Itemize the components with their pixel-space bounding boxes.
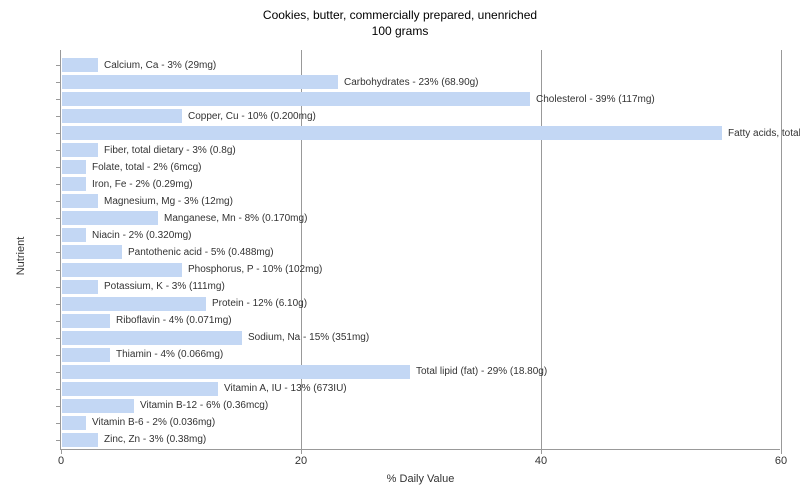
bar (62, 75, 338, 89)
bars-group: Calcium, Ca - 3% (29mg) Carbohydrates - 2… (61, 50, 780, 449)
bar-label: Riboflavin - 4% (0.071mg) (116, 315, 232, 326)
bar (62, 280, 98, 294)
bar-label: Niacin - 2% (0.320mg) (92, 230, 191, 241)
bar (62, 263, 182, 277)
bar-row: Potassium, K - 3% (111mg) (62, 280, 225, 294)
bar (62, 314, 110, 328)
bar-label: Calcium, Ca - 3% (29mg) (104, 60, 216, 71)
bar-label: Zinc, Zn - 3% (0.38mg) (104, 434, 206, 445)
bar (62, 228, 86, 242)
bar (62, 365, 410, 379)
bar (62, 416, 86, 430)
bar (62, 211, 158, 225)
bar-label: Fiber, total dietary - 3% (0.8g) (104, 145, 236, 156)
bar-label: Phosphorus, P - 10% (102mg) (188, 264, 322, 275)
bar (62, 194, 98, 208)
gridline (781, 50, 782, 449)
bar-label: Vitamin A, IU - 13% (673IU) (224, 383, 347, 394)
bar (62, 109, 182, 123)
bar (62, 382, 218, 396)
bar-row: Calcium, Ca - 3% (29mg) (62, 58, 216, 72)
plot-area: 0204060 % Daily Value Nutrient Calcium, … (60, 50, 780, 450)
bar-row: Copper, Cu - 10% (0.200mg) (62, 109, 316, 123)
bar-label: Copper, Cu - 10% (0.200mg) (188, 111, 316, 122)
bar-row: Protein - 12% (6.10g) (62, 297, 307, 311)
bar-label: Vitamin B-6 - 2% (0.036mg) (92, 417, 215, 428)
bar-row: Fatty acids, total saturated - 55% (11.0… (62, 126, 800, 140)
bar-label: Fatty acids, total saturated - 55% (11.0… (728, 128, 800, 139)
bar-label: Potassium, K - 3% (111mg) (104, 281, 225, 292)
y-axis-label: Nutrient (15, 236, 27, 275)
bar-label: Thiamin - 4% (0.066mg) (116, 349, 223, 360)
chart-title-line1: Cookies, butter, commercially prepared, … (0, 8, 800, 24)
bar-row: Thiamin - 4% (0.066mg) (62, 348, 223, 362)
bar-label: Protein - 12% (6.10g) (212, 298, 307, 309)
bar (62, 297, 206, 311)
bar-row: Zinc, Zn - 3% (0.38mg) (62, 433, 206, 447)
bar (62, 126, 722, 140)
x-axis-label: % Daily Value (387, 473, 455, 485)
bar-row: Total lipid (fat) - 29% (18.80g) (62, 365, 547, 379)
x-tick-mark (301, 449, 302, 454)
bar-label: Manganese, Mn - 8% (0.170mg) (164, 213, 307, 224)
bar-row: Phosphorus, P - 10% (102mg) (62, 263, 322, 277)
bar-row: Carbohydrates - 23% (68.90g) (62, 75, 479, 89)
bar-row: Iron, Fe - 2% (0.29mg) (62, 177, 193, 191)
bar (62, 58, 98, 72)
x-tick-mark (61, 449, 62, 454)
x-tick-label: 0 (58, 455, 64, 467)
bar (62, 92, 530, 106)
bar-label: Pantothenic acid - 5% (0.488mg) (128, 247, 274, 258)
bar-label: Magnesium, Mg - 3% (12mg) (104, 196, 233, 207)
x-tick-mark (541, 449, 542, 454)
bar-label: Folate, total - 2% (6mcg) (92, 162, 201, 173)
bar-row: Niacin - 2% (0.320mg) (62, 228, 191, 242)
bar-row: Riboflavin - 4% (0.071mg) (62, 314, 232, 328)
bar-label: Cholesterol - 39% (117mg) (536, 94, 655, 105)
bar-row: Magnesium, Mg - 3% (12mg) (62, 194, 233, 208)
chart-title-line2: 100 grams (0, 24, 800, 40)
bar-row: Pantothenic acid - 5% (0.488mg) (62, 245, 274, 259)
bar-row: Folate, total - 2% (6mcg) (62, 160, 201, 174)
bar (62, 143, 98, 157)
bar (62, 348, 110, 362)
bar-label: Total lipid (fat) - 29% (18.80g) (416, 366, 547, 377)
bar-row: Sodium, Na - 15% (351mg) (62, 331, 369, 345)
bar-row: Vitamin B-6 - 2% (0.036mg) (62, 416, 215, 430)
bar-label: Vitamin B-12 - 6% (0.36mcg) (140, 400, 268, 411)
bar-label: Carbohydrates - 23% (68.90g) (344, 77, 479, 88)
x-tick-label: 60 (775, 455, 787, 467)
chart-title: Cookies, butter, commercially prepared, … (0, 0, 800, 39)
bar-row: Fiber, total dietary - 3% (0.8g) (62, 143, 236, 157)
nutrient-chart: Cookies, butter, commercially prepared, … (0, 0, 800, 500)
bar-label: Sodium, Na - 15% (351mg) (248, 332, 369, 343)
bar (62, 331, 242, 345)
bar-row: Cholesterol - 39% (117mg) (62, 92, 655, 106)
bar (62, 177, 86, 191)
bar (62, 433, 98, 447)
x-tick-label: 40 (535, 455, 547, 467)
x-tick-label: 20 (295, 455, 307, 467)
bar (62, 160, 86, 174)
x-tick-mark (781, 449, 782, 454)
bar-row: Vitamin B-12 - 6% (0.36mcg) (62, 399, 268, 413)
bar-label: Iron, Fe - 2% (0.29mg) (92, 179, 193, 190)
bar (62, 399, 134, 413)
bar-row: Manganese, Mn - 8% (0.170mg) (62, 211, 307, 225)
bar (62, 245, 122, 259)
bar-row: Vitamin A, IU - 13% (673IU) (62, 382, 347, 396)
